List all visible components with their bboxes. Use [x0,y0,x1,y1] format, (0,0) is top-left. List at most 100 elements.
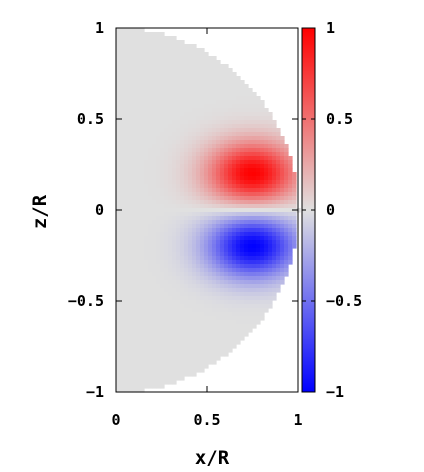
heatmap-cell [212,68,217,73]
heatmap-cell [264,196,269,201]
heatmap-cell [184,228,189,233]
heatmap-cell [248,168,253,173]
heatmap-cell [128,332,133,337]
heatmap-cell [136,212,141,217]
heatmap-cell [156,324,161,329]
heatmap-cell [228,136,233,141]
heatmap-cell [116,296,121,301]
heatmap-cell [120,56,125,61]
heatmap-cell [136,288,141,293]
heatmap-cell [136,360,141,365]
heatmap-cell [132,196,137,201]
heatmap-cell [280,192,285,197]
heatmap-cell [156,240,161,245]
heatmap-cell [236,332,241,337]
heatmap-cell [180,180,185,185]
heatmap-cell [248,284,253,289]
heatmap-cell [128,312,133,317]
heatmap-cell [156,168,161,173]
heatmap-cell [248,272,253,277]
heatmap-cell [220,68,225,73]
heatmap-cell [268,208,273,213]
heatmap-cell [212,176,217,181]
heatmap-cell [172,304,177,309]
heatmap-cell [196,308,201,313]
heatmap-cell [116,268,121,273]
heatmap-cell [136,132,141,137]
heatmap-cell [120,312,125,317]
heatmap-cell [188,372,193,377]
heatmap-cell [168,148,173,153]
heatmap-cell [148,124,153,129]
heatmap-cell [200,56,205,61]
heatmap-cell [248,200,253,205]
heatmap-cell [192,144,197,149]
heatmap-cell [264,140,269,145]
heatmap-cell [144,300,149,305]
colorbar-tick-label: 0 [326,201,335,219]
heatmap-cell [172,48,177,53]
heatmap-cell [216,152,221,157]
heatmap-cell [284,204,289,209]
heatmap-cell [168,136,173,141]
heatmap-cell [116,232,121,237]
heatmap-cell [180,300,185,305]
heatmap-cell [156,216,161,221]
heatmap-cell [220,128,225,133]
heatmap-cell [164,64,169,69]
heatmap-cell [148,216,153,221]
heatmap-cell [144,328,149,333]
heatmap-cell [164,276,169,281]
heatmap-cell [148,372,153,377]
heatmap-cell [252,304,257,309]
heatmap-cell [164,68,169,73]
heatmap-cell [152,252,157,257]
heatmap-cell [132,188,137,193]
heatmap-cell [180,352,185,357]
heatmap-cell [204,228,209,233]
heatmap-cell [240,220,245,225]
heatmap-cell [260,152,265,157]
heatmap-cell [252,216,257,221]
heatmap-cell [208,280,213,285]
heatmap-cell [280,264,285,269]
heatmap-cell [124,48,129,53]
heatmap-cell [160,360,165,365]
heatmap-cell [128,224,133,229]
heatmap-cell [292,228,297,233]
heatmap-cell [232,292,237,297]
heatmap-cell [256,172,261,177]
heatmap-cell [180,132,185,137]
heatmap-cell [228,200,233,205]
heatmap-cell [204,356,209,361]
heatmap-cell [240,144,245,149]
heatmap-cell [120,232,125,237]
heatmap-cell [232,268,237,273]
heatmap-cell [204,220,209,225]
heatmap-cell [148,132,153,137]
heatmap-cell [200,88,205,93]
heatmap-cell [252,208,257,213]
heatmap-cell [148,92,153,97]
heatmap-cell [116,164,121,169]
heatmap-cell [236,264,241,269]
heatmap-cell [172,60,177,65]
heatmap-cell [168,92,173,97]
heatmap-cell [140,320,145,325]
heatmap-cell [148,276,153,281]
heatmap-cell [116,96,121,101]
heatmap-cell [276,152,281,157]
heatmap-cell [256,300,261,305]
heatmap-cell [252,228,257,233]
heatmap-cell [248,176,253,181]
heatmap-cell [204,236,209,241]
heatmap-cell [284,220,289,225]
heatmap-cell [256,260,261,265]
heatmap-cell [248,120,253,125]
heatmap-cell [152,240,157,245]
heatmap-cell [256,228,261,233]
heatmap-cell [192,80,197,85]
heatmap-cell [128,292,133,297]
heatmap-cell [140,328,145,333]
heatmap-cell [120,276,125,281]
